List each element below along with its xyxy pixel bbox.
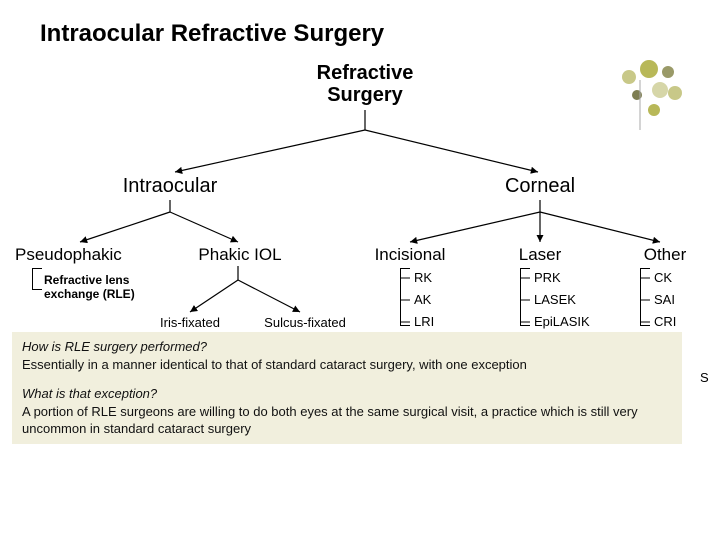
leaf-cri: CRI <box>654 314 676 329</box>
note-box: How is RLE surgery performed? Essentiall… <box>12 332 682 444</box>
note-q2: What is that exception? <box>22 385 672 403</box>
node-corneal: Corneal <box>480 175 600 198</box>
leaf-epilasik: EpiLASIK <box>534 314 590 329</box>
leaf-sai: SAI <box>654 292 675 307</box>
node-laser: Laser <box>500 245 580 265</box>
leaf-lasek: LASEK <box>534 292 576 307</box>
stray-s: S <box>700 370 709 385</box>
node-intraocular: Intraocular <box>100 175 240 198</box>
node-root: Refractive Surgery <box>300 62 430 106</box>
leaf-ak: AK <box>414 292 431 307</box>
note-a1: Essentially in a manner identical to tha… <box>22 356 672 374</box>
node-other: Other <box>630 245 700 265</box>
node-incisional: Incisional <box>360 245 460 265</box>
node-iris: Iris-fixated <box>145 315 235 330</box>
node-phakic: Phakic IOL <box>185 245 295 265</box>
leaf-rk: RK <box>414 270 432 285</box>
note-q1: How is RLE surgery performed? <box>22 338 672 356</box>
leaf-ck: CK <box>654 270 672 285</box>
note-a2: A portion of RLE surgeons are willing to… <box>22 403 672 438</box>
leaf-prk: PRK <box>534 270 561 285</box>
bracket-laser <box>520 268 530 326</box>
leaf-lri: LRI <box>414 314 434 329</box>
bracket-incisional <box>400 268 410 326</box>
node-sulcus: Sulcus-fixated <box>250 315 360 330</box>
node-pseudophakic: Pseudophakic <box>15 245 145 265</box>
bracket-pseudo <box>32 268 42 290</box>
node-rle: Refractive lens exchange (RLE) <box>44 274 135 302</box>
decorative-dots <box>622 60 702 140</box>
page-title: Intraocular Refractive Surgery <box>40 20 384 48</box>
bracket-other <box>640 268 650 326</box>
